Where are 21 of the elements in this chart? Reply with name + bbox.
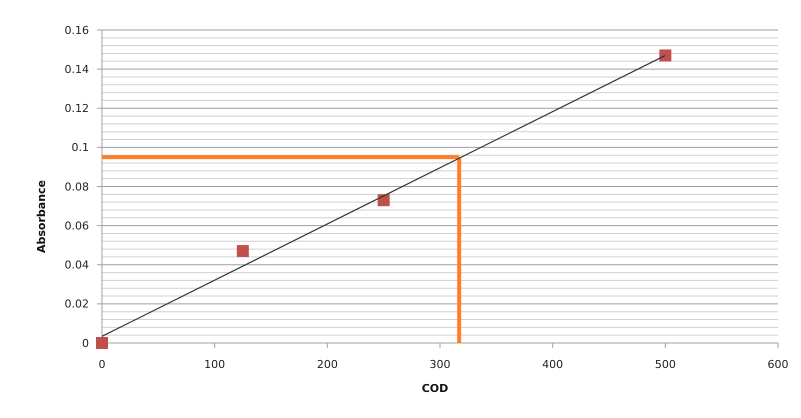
x-tick-label: 300 — [430, 358, 450, 371]
y-tick-label: 0.04 — [64, 258, 89, 272]
y-tick-label: 0.16 — [64, 24, 89, 37]
y-tick-label: 0.08 — [64, 180, 89, 194]
y-tick-label: 0.1 — [72, 141, 89, 154]
y-axis-title: Absorbance — [35, 180, 48, 254]
point — [236, 245, 249, 258]
x-tick-label: 400 — [542, 358, 564, 371]
x-tick-label: 0 — [98, 358, 106, 371]
point — [659, 49, 672, 62]
x-tick-label: 500 — [654, 358, 676, 371]
x-axis-title: COD — [422, 382, 448, 395]
point — [96, 337, 108, 349]
y-tick-label: 0.12 — [64, 102, 89, 116]
y-tick-label: 0.14 — [64, 62, 89, 76]
x-tick-label: 200 — [316, 358, 338, 371]
y-tick-label: 0.02 — [64, 298, 89, 311]
x-tick-label: 600 — [768, 358, 788, 371]
x-tick-label: 100 — [204, 358, 226, 371]
y-tick-label: 0 — [82, 336, 89, 350]
y-tick-label: 0.06 — [64, 219, 89, 232]
